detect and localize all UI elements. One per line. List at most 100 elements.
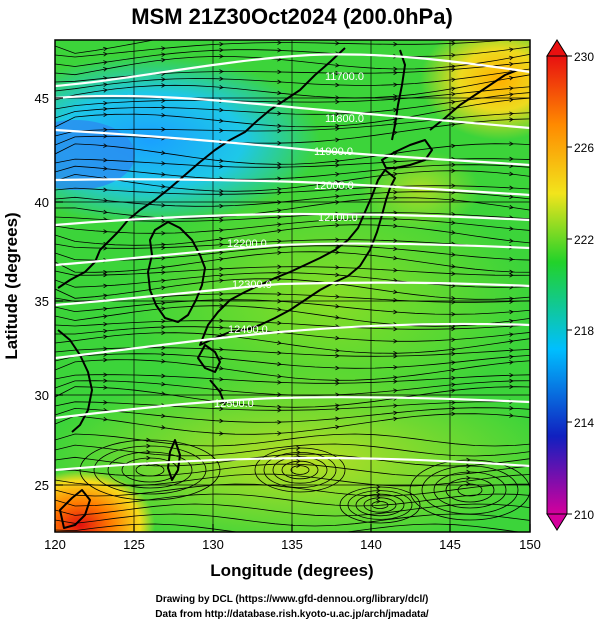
y-tick-label: 40: [35, 195, 49, 210]
wind-arrow: [277, 380, 282, 385]
wind-arrow: [393, 66, 398, 72]
tick-marks: [54, 97, 531, 532]
wind-arrow: [451, 312, 456, 317]
colorbar-tick-label: 210: [574, 508, 594, 522]
wind-arrow: [219, 158, 224, 163]
wind-arrow: [509, 413, 514, 418]
wind-arrow: [219, 250, 224, 256]
wind-arrow: [509, 339, 514, 344]
wind-arrow: [509, 141, 514, 146]
wind-arrow: [335, 406, 340, 412]
wind-arrow: [277, 222, 282, 227]
wind-arrow: [277, 408, 282, 413]
wind-arrow: [393, 289, 398, 295]
wind-arrow: [393, 159, 398, 165]
wind-arrow: [335, 272, 340, 278]
wind-arrow: [219, 54, 224, 59]
wind-arrow: [335, 200, 340, 205]
wind-arrow: [466, 481, 471, 487]
wind-arrow: [103, 400, 108, 405]
wind-arrow: [277, 298, 282, 304]
wind-arrow: [103, 82, 108, 88]
wind-arrow: [335, 217, 340, 223]
wind-arrow: [509, 257, 514, 262]
wind-arrow: [509, 185, 514, 191]
wind-arrow: [376, 499, 381, 504]
wind-arrow: [219, 278, 224, 283]
wind-arrow: [451, 271, 456, 276]
wind-arrow: [219, 347, 224, 352]
wind-arrow: [219, 418, 224, 424]
wind-arrow: [277, 111, 282, 116]
wind-arrow: [277, 419, 282, 425]
wind-arrow: [219, 188, 224, 194]
wind-arrow: [335, 111, 340, 117]
wind-arrow: [219, 376, 224, 382]
wind-arrow: [161, 345, 166, 350]
wind-arrow: [335, 29, 339, 33]
wind-arrow: [393, 353, 398, 359]
wind-arrow: [451, 183, 456, 189]
wind-arrow: [335, 378, 340, 383]
wind-streamline: [355, 493, 405, 517]
wind-arrow: [335, 365, 340, 371]
wind-arrow: [103, 51, 108, 57]
wind-arrow: [161, 127, 166, 132]
wind-arrow: [277, 361, 282, 367]
wind-arrow: [277, 79, 282, 85]
wind-arrow: [509, 378, 514, 384]
colorbar-tick-label: 222: [574, 233, 594, 247]
wind-arrow: [393, 403, 398, 408]
colorbar: 230 226 222 218 214 210: [546, 39, 594, 531]
wind-arrow: [335, 424, 340, 430]
wind-arrow: [466, 475, 471, 481]
contour-label-11800: 11800.0: [325, 113, 364, 125]
wind-arrow: [509, 35, 513, 39]
wind-arrow: [509, 111, 514, 116]
wind-streamline: [339, 486, 421, 524]
x-tick-label: 120: [44, 537, 66, 552]
wind-streamline: [55, 463, 530, 477]
y-tick-label: 45: [35, 91, 49, 106]
wind-arrow: [161, 230, 166, 236]
wind-arrow: [393, 388, 398, 394]
wind-arrow: [277, 291, 282, 297]
wind-arrow: [296, 450, 301, 455]
wind-arrow: [277, 128, 282, 134]
wind-arrow: [509, 226, 514, 231]
wind-streamline: [55, 473, 530, 487]
wind-arrow: [103, 60, 108, 65]
wind-arrow: [277, 208, 282, 213]
wind-arrow: [451, 411, 456, 417]
wind-arrow: [103, 314, 108, 319]
wind-arrow: [161, 300, 166, 306]
wind-streamline: [107, 451, 193, 489]
wind-arrow: [219, 218, 224, 223]
wind-arrow: [376, 491, 381, 497]
wind-arrow: [103, 385, 108, 390]
contour-label-12500: 12500.0: [214, 398, 254, 410]
contour-label-11900: 11900.0: [314, 146, 353, 158]
wind-arrow: [277, 250, 282, 256]
wind-streamline: [93, 445, 207, 495]
wind-arrow: [296, 445, 301, 451]
wind-arrow: [451, 296, 456, 301]
wind-arrow: [219, 291, 224, 297]
wind-arrow: [393, 42, 398, 47]
wind-arrow: [161, 112, 166, 118]
wind-arrow: [277, 190, 282, 196]
y-axis-title: Latitude (degrees): [2, 212, 21, 359]
wind-arrow: [161, 46, 166, 51]
wind-arrow: [451, 326, 456, 332]
wind-arrow: [219, 365, 224, 371]
wind-streamline: [363, 497, 397, 513]
wind-arrow: [509, 97, 514, 103]
wind-arrow: [335, 70, 340, 76]
wind-arrow: [451, 252, 456, 257]
wind-arrow: [277, 392, 282, 397]
wind-arrow: [393, 35, 397, 39]
wind-arrow: [103, 106, 108, 112]
wind-arrow: [161, 413, 166, 419]
colorbar-tick-label: 226: [574, 141, 594, 155]
contour-label-12000: 12000.0: [314, 180, 354, 192]
